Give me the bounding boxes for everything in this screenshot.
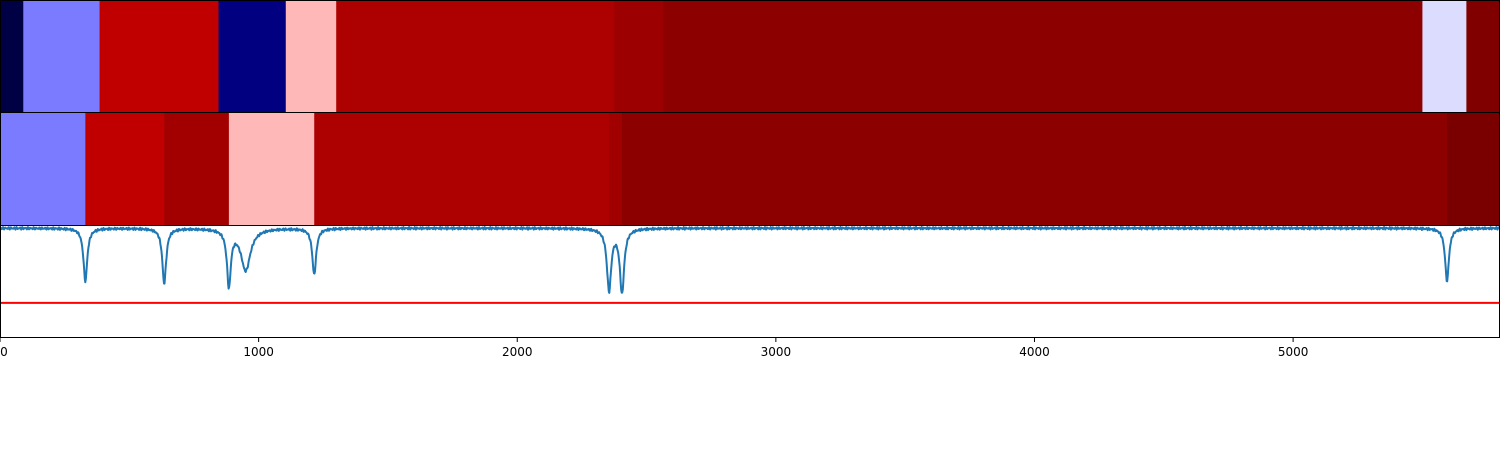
x-axis: 0 1000 2000 3000 4000 5000 [0, 338, 1308, 359]
heatmap-2-segment [314, 113, 610, 226]
heatmap-1-segment [0, 0, 24, 113]
heatmap-1-segment [23, 0, 101, 113]
x-tick-label: 2000 [502, 345, 533, 359]
signal-series-line [0, 225, 1500, 294]
heatmap-2-segment [228, 113, 315, 226]
x-tick-label: 0 [0, 345, 8, 359]
heatmap-2-segment [164, 113, 230, 226]
x-tick-label: 4000 [1019, 345, 1050, 359]
x-tick-label: 1000 [243, 345, 274, 359]
heatmap-2-segment [85, 113, 165, 226]
heatmap-2-segment [621, 113, 1448, 226]
x-tick-label: 5000 [1278, 345, 1309, 359]
heatmap-strip-2 [0, 113, 1500, 226]
heatmap-2-segment [1446, 113, 1500, 226]
heatmap-1-segment [218, 0, 287, 113]
heatmap-1-segment [1422, 0, 1467, 113]
line-plot-panel [0, 225, 1500, 338]
line-plot-background [0, 225, 1500, 338]
heatmap-1-segment [614, 0, 664, 113]
heatmap-2-segment [0, 113, 86, 226]
heatmap-1-segment [336, 0, 615, 113]
heatmap-1-segment [285, 0, 337, 113]
heatmap-1-segment [1466, 0, 1500, 113]
x-tick-label: 3000 [761, 345, 792, 359]
heatmap-1-segment [663, 0, 1424, 113]
heatmap-1-segment [99, 0, 220, 113]
heatmap-strip-1 [0, 0, 1500, 113]
heatmap-2-segment [609, 113, 623, 226]
